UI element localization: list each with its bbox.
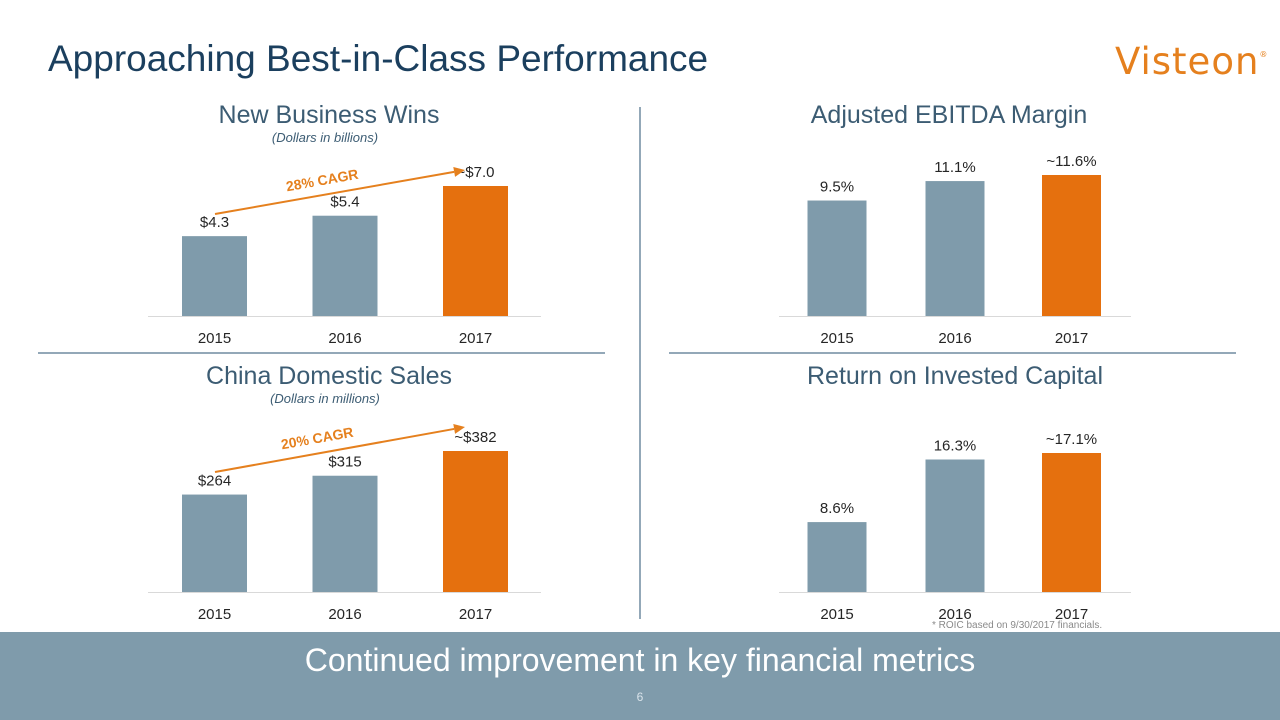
china-domestic-sales-bar-2017: [443, 451, 508, 592]
adjusted-ebitda-margin-data-label-2016: 11.1%: [934, 159, 975, 176]
return-on-invested-capital-tick-label-2017: 2017: [1055, 606, 1088, 623]
new-business-wins-tick-label-2017: 2017: [459, 330, 492, 347]
return-on-invested-capital-data-label-2015: 8.6%: [820, 500, 854, 517]
new-business-wins-bar-2015: [182, 236, 247, 316]
china-domestic-sales-data-label-2015: $264: [198, 473, 231, 490]
summary-banner: Continued improvement in key financial m…: [0, 632, 1280, 720]
page-number: 6: [636, 690, 644, 704]
return-on-invested-capital-data-label-2016: 16.3%: [934, 438, 977, 455]
return-on-invested-capital-bar-2017: [1042, 453, 1101, 592]
new-business-wins-data-label-2017: ~$7.0: [457, 164, 495, 181]
banner-text: Continued improvement in key financial m…: [304, 642, 976, 678]
logo-registered-mark: ®: [1259, 50, 1269, 59]
horizontal-divider-left: [38, 352, 605, 354]
china-domestic-sales-data-label-2016: $315: [328, 454, 361, 471]
adjusted-ebitda-margin-bar-2016: [925, 181, 985, 316]
chart-title-return-on-invested-capital: Return on Invested Capital: [806, 362, 1103, 390]
china-domestic-sales-cagr-arrow: [214, 427, 455, 473]
adjusted-ebitda-margin-data-label-2017: ~11.6%: [1046, 153, 1096, 170]
return-on-invested-capital-tick-label-2015: 2015: [820, 606, 853, 623]
roic-footnote: * ROIC based on 9/30/2017 financials.: [932, 620, 1103, 631]
china-domestic-sales-data-label-2017: ~$382: [454, 429, 496, 446]
new-business-wins-cagr-arrow: [214, 170, 455, 215]
adjusted-ebitda-margin-data-label-2015: 9.5%: [820, 179, 854, 196]
new-business-wins-data-label-2016: $5.4: [330, 194, 359, 211]
chart-title-china-domestic-sales: China Domestic Sales: [206, 362, 452, 390]
new-business-wins-bar-2016: [312, 215, 378, 316]
adjusted-ebitda-margin-bar-2017: [1042, 175, 1101, 316]
new-business-wins-cagr-arrowhead: [453, 166, 465, 177]
china-domestic-sales-tick-label-2015: 2015: [198, 606, 231, 623]
new-business-wins-bar-2017: [443, 186, 508, 316]
china-domestic-sales-tick-label-2017: 2017: [459, 606, 492, 623]
adjusted-ebitda-margin-bar-2015: [807, 200, 867, 316]
chart-title-new-business-wins: New Business Wins: [218, 101, 440, 129]
chart-subtitle-new-business-wins: (Dollars in billions): [271, 130, 379, 145]
chart-title-adjusted-ebitda-margin: Adjusted EBITDA Margin: [810, 101, 1088, 129]
return-on-invested-capital-bar-2016: [925, 459, 985, 592]
return-on-invested-capital-tick-label-2016: 2016: [938, 606, 971, 623]
return-on-invested-capital-data-label-2017: ~17.1%: [1046, 431, 1097, 448]
adjusted-ebitda-margin-tick-label-2017: 2017: [1055, 330, 1088, 347]
horizontal-divider-right: [669, 352, 1236, 354]
logo-text: Visteon: [1115, 40, 1260, 83]
new-business-wins-tick-label-2015: 2015: [198, 330, 231, 347]
china-domestic-sales-tick-label-2016: 2016: [328, 606, 361, 623]
page-title: Approaching Best-in-Class Performance: [48, 38, 709, 79]
visteon-logo: Visteon®: [1115, 40, 1268, 83]
adjusted-ebitda-margin-tick-label-2015: 2015: [820, 330, 853, 347]
china-domestic-sales-bar-2015: [182, 494, 247, 592]
new-business-wins-tick-label-2016: 2016: [328, 330, 361, 347]
return-on-invested-capital-bar-2015: [807, 522, 867, 592]
vertical-divider: [639, 107, 641, 619]
new-business-wins-data-label-2015: $4.3: [200, 214, 229, 231]
adjusted-ebitda-margin-tick-label-2016: 2016: [938, 330, 971, 347]
chart-subtitle-china-domestic-sales: (Dollars in millions): [270, 391, 380, 406]
china-domestic-sales-cagr-arrowhead: [453, 424, 465, 434]
china-domestic-sales-bar-2016: [312, 475, 378, 592]
